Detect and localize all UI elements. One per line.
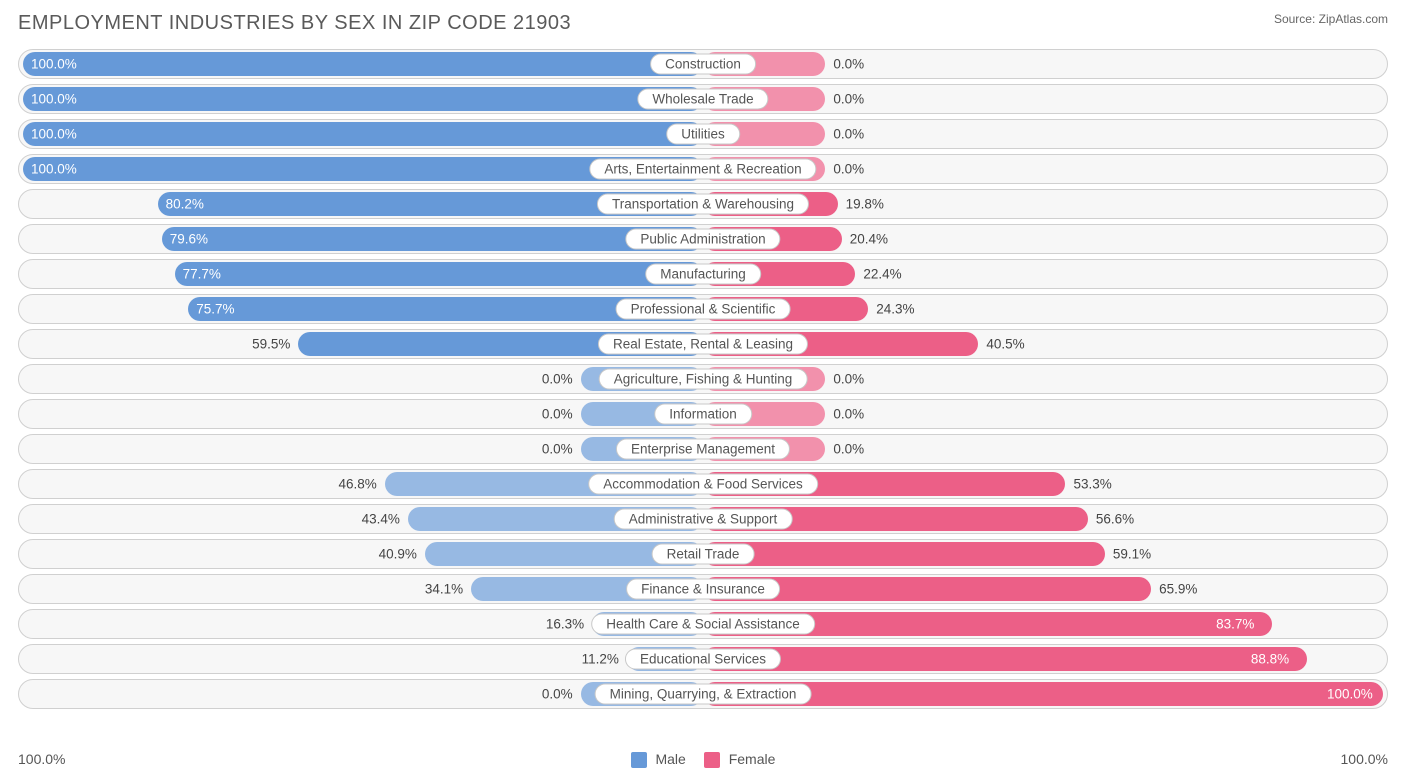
chart-footer: 100.0% Male Female 100.0%	[18, 751, 1388, 768]
male-percent: 34.1%	[425, 582, 463, 597]
male-percent: 100.0%	[31, 127, 77, 142]
chart-row: 43.4% 56.6% Administrative & Support	[18, 504, 1388, 534]
male-percent: 100.0%	[31, 92, 77, 107]
square-icon	[631, 752, 647, 768]
chart-row: 0.0% 0.0% Agriculture, Fishing & Hunting	[18, 364, 1388, 394]
chart-row: 100.0% 0.0% Arts, Entertainment & Recreati…	[18, 154, 1388, 184]
female-percent: 22.4%	[863, 267, 901, 282]
category-label: Wholesale Trade	[637, 89, 768, 110]
category-label: Enterprise Management	[616, 439, 790, 460]
male-percent: 0.0%	[542, 687, 573, 702]
axis-left-label: 100.0%	[18, 751, 65, 767]
female-percent: 53.3%	[1073, 477, 1111, 492]
chart-row: 46.8% 53.3% Accommodation & Food Services	[18, 469, 1388, 499]
female-percent: 0.0%	[833, 162, 864, 177]
category-label: Finance & Insurance	[626, 579, 780, 600]
female-percent: 88.8%	[1251, 652, 1289, 667]
legend-male: Male	[631, 751, 686, 768]
category-label: Professional & Scientific	[616, 299, 791, 320]
category-label: Health Care & Social Assistance	[591, 614, 815, 635]
male-percent: 46.8%	[338, 477, 376, 492]
female-bar	[703, 542, 1105, 566]
category-label: Retail Trade	[652, 544, 755, 565]
legend-female: Female	[704, 751, 776, 768]
chart-row: 34.1% 65.9% Finance & Insurance	[18, 574, 1388, 604]
female-percent: 0.0%	[833, 372, 864, 387]
chart-title: EMPLOYMENT INDUSTRIES BY SEX IN ZIP CODE…	[18, 12, 571, 35]
female-percent: 0.0%	[833, 127, 864, 142]
category-label: Public Administration	[625, 229, 780, 250]
female-percent: 0.0%	[833, 92, 864, 107]
female-percent: 20.4%	[850, 232, 888, 247]
category-label: Manufacturing	[645, 264, 761, 285]
male-percent: 79.6%	[170, 232, 208, 247]
male-percent: 11.2%	[582, 652, 619, 667]
legend-female-label: Female	[729, 751, 776, 767]
male-percent: 100.0%	[31, 162, 77, 177]
square-icon	[704, 752, 720, 768]
category-label: Accommodation & Food Services	[588, 474, 818, 495]
male-bar	[175, 262, 703, 286]
female-percent: 100.0%	[1327, 687, 1373, 702]
female-percent: 0.0%	[833, 442, 864, 457]
chart-row: 79.6% 20.4% Public Administration	[18, 224, 1388, 254]
chart-row: 77.7% 22.4% Manufacturing	[18, 259, 1388, 289]
chart-row: 0.0% 0.0% Enterprise Management	[18, 434, 1388, 464]
category-label: Transportation & Warehousing	[597, 194, 809, 215]
female-percent: 40.5%	[986, 337, 1024, 352]
male-percent: 0.0%	[542, 372, 573, 387]
chart-row: 0.0% 100.0% Mining, Quarrying, & Extractio…	[18, 679, 1388, 709]
chart-row: 0.0% 0.0% Information	[18, 399, 1388, 429]
category-label: Administrative & Support	[614, 509, 793, 530]
female-percent: 56.6%	[1096, 512, 1134, 527]
male-percent: 100.0%	[31, 57, 77, 72]
male-bar	[162, 227, 703, 251]
chart-header: EMPLOYMENT INDUSTRIES BY SEX IN ZIP CODE…	[18, 12, 1388, 35]
chart-row: 100.0% 0.0% Construction	[18, 49, 1388, 79]
legend-male-label: Male	[655, 751, 685, 767]
female-bar	[703, 647, 1307, 671]
chart-row: 59.5% 40.5% Real Estate, Rental & Leasing	[18, 329, 1388, 359]
male-percent: 75.7%	[196, 302, 234, 317]
chart-row: 11.2% 88.8% Educational Services	[18, 644, 1388, 674]
category-label: Arts, Entertainment & Recreation	[589, 159, 816, 180]
male-bar	[23, 52, 703, 76]
male-bar	[23, 87, 703, 111]
axis-right-label: 100.0%	[1341, 751, 1388, 767]
chart-source: Source: ZipAtlas.com	[1274, 12, 1388, 26]
category-label: Mining, Quarrying, & Extraction	[595, 684, 812, 705]
chart-row: 80.2% 19.8% Transportation & Warehousing	[18, 189, 1388, 219]
legend: Male Female	[631, 751, 776, 768]
female-percent: 0.0%	[833, 407, 864, 422]
female-percent: 24.3%	[876, 302, 914, 317]
category-label: Information	[654, 404, 752, 425]
male-bar	[23, 122, 703, 146]
chart-row: 16.3% 83.7% Health Care & Social Assistanc…	[18, 609, 1388, 639]
female-percent: 19.8%	[846, 197, 884, 212]
category-label: Agriculture, Fishing & Hunting	[599, 369, 808, 390]
male-percent: 80.2%	[166, 197, 204, 212]
male-percent: 0.0%	[542, 407, 573, 422]
male-percent: 59.5%	[252, 337, 290, 352]
category-label: Educational Services	[625, 649, 781, 670]
male-percent: 40.9%	[379, 547, 417, 562]
category-label: Utilities	[666, 124, 740, 145]
category-label: Real Estate, Rental & Leasing	[598, 334, 808, 355]
male-percent: 43.4%	[362, 512, 400, 527]
diverging-bar-chart: 100.0% 0.0% Construction 100.0% 0.0% Wholesal…	[18, 49, 1388, 709]
chart-row: 100.0% 0.0% Utilities	[18, 119, 1388, 149]
chart-row: 75.7% 24.3% Professional & Scientific	[18, 294, 1388, 324]
male-percent: 0.0%	[542, 442, 573, 457]
category-label: Construction	[650, 54, 756, 75]
female-percent: 59.1%	[1113, 547, 1151, 562]
chart-row: 40.9% 59.1% Retail Trade	[18, 539, 1388, 569]
female-percent: 0.0%	[833, 57, 864, 72]
female-percent: 83.7%	[1216, 617, 1254, 632]
male-percent: 16.3%	[546, 617, 584, 632]
female-percent: 65.9%	[1159, 582, 1197, 597]
chart-row: 100.0% 0.0% Wholesale Trade	[18, 84, 1388, 114]
male-percent: 77.7%	[183, 267, 221, 282]
